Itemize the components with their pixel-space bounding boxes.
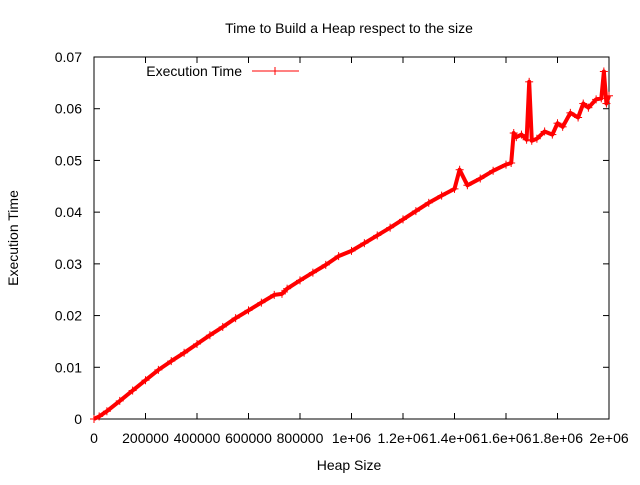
- y-tick-label: 0.01: [55, 359, 82, 375]
- data-point: [128, 386, 137, 395]
- y-tick-label: 0.04: [55, 204, 82, 220]
- data-point: [527, 136, 536, 145]
- data-point: [548, 130, 557, 139]
- data-point: [102, 407, 111, 416]
- data-point: [115, 396, 124, 405]
- legend-label: Execution Time: [146, 63, 242, 79]
- data-point: [308, 268, 317, 277]
- data-point: [592, 95, 601, 104]
- data-point: [525, 77, 534, 86]
- data-point: [566, 108, 575, 117]
- data-point: [502, 160, 510, 169]
- data-point: [424, 198, 433, 207]
- data-point: [277, 289, 286, 298]
- data-point: [257, 298, 266, 307]
- data-point: [522, 135, 531, 144]
- data-point: [411, 207, 420, 216]
- x-tick-label: 1.6e+06: [481, 430, 532, 446]
- data-point: [489, 166, 498, 175]
- x-tick-label: 200000: [122, 430, 169, 446]
- y-tick-label: 0.03: [55, 256, 82, 272]
- legend: Execution Time: [146, 63, 299, 79]
- data-point: [154, 365, 163, 374]
- data-point: [218, 322, 227, 331]
- data-point: [597, 94, 606, 103]
- y-tick-label: 0.07: [55, 49, 82, 65]
- data-point: [437, 191, 446, 200]
- data-point: [450, 184, 459, 193]
- data-point: [90, 415, 98, 423]
- data-point: [296, 276, 304, 285]
- data-point: [95, 412, 104, 421]
- data-point: [602, 99, 611, 108]
- data-point: [373, 231, 382, 240]
- x-tick-label: 1.8e+06: [532, 430, 583, 446]
- data-point: [517, 130, 526, 139]
- y-tick-label: 0.06: [55, 101, 82, 117]
- data-point: [141, 376, 150, 385]
- data-point: [507, 159, 516, 168]
- data-point: [167, 357, 176, 366]
- series-layer: [90, 67, 613, 423]
- data-point: [605, 91, 613, 100]
- x-tick-label: 0: [90, 430, 98, 446]
- x-tick-label: 800000: [277, 430, 324, 446]
- data-point: [463, 181, 472, 190]
- y-axis-ticks: 0 0.01 0.02 0.03 0.04 0.05 0.06 0.07: [55, 49, 609, 427]
- chart-title: Time to Build a Heap respect to the size: [225, 20, 473, 36]
- data-point: [509, 129, 518, 138]
- data-point: [334, 252, 343, 261]
- data-point: [579, 99, 588, 108]
- data-point: [205, 331, 214, 340]
- x-tick-label: 600000: [225, 430, 272, 446]
- data-point: [360, 239, 369, 248]
- data-point: [347, 246, 356, 255]
- data-point: [399, 215, 407, 224]
- data-point: [574, 113, 583, 122]
- data-point: [270, 290, 279, 299]
- data-point: [455, 165, 464, 174]
- data-point: [193, 340, 201, 349]
- x-axis-ticks: 0 200000 400000 600000 800000 1e+06 1.2e+06 1.4…: [90, 57, 629, 446]
- data-point: [512, 133, 521, 142]
- x-tick-label: 1.2e+06: [378, 430, 429, 446]
- data-point: [386, 223, 395, 232]
- data-point: [540, 127, 549, 136]
- data-point: [231, 314, 240, 323]
- y-axis-label: Execution Time: [5, 190, 21, 286]
- x-axis-label: Heap Size: [317, 457, 382, 473]
- data-point: [599, 67, 608, 76]
- data-point: [283, 284, 292, 293]
- data-point: [584, 103, 593, 112]
- y-tick-label: 0: [74, 411, 82, 427]
- y-tick-label: 0.05: [55, 152, 82, 168]
- data-point: [532, 134, 541, 143]
- x-tick-label: 1.4e+06: [429, 430, 480, 446]
- x-tick-label: 1e+06: [332, 430, 372, 446]
- data-point: [244, 306, 253, 315]
- data-point: [180, 348, 189, 357]
- data-point: [476, 174, 485, 183]
- data-point: [553, 119, 562, 128]
- x-tick-label: 400000: [174, 430, 221, 446]
- data-point: [321, 260, 330, 269]
- data-point: [558, 122, 567, 131]
- x-tick-label: 2e+06: [589, 430, 629, 446]
- legend-marker: [271, 67, 279, 75]
- y-tick-label: 0.02: [55, 308, 82, 324]
